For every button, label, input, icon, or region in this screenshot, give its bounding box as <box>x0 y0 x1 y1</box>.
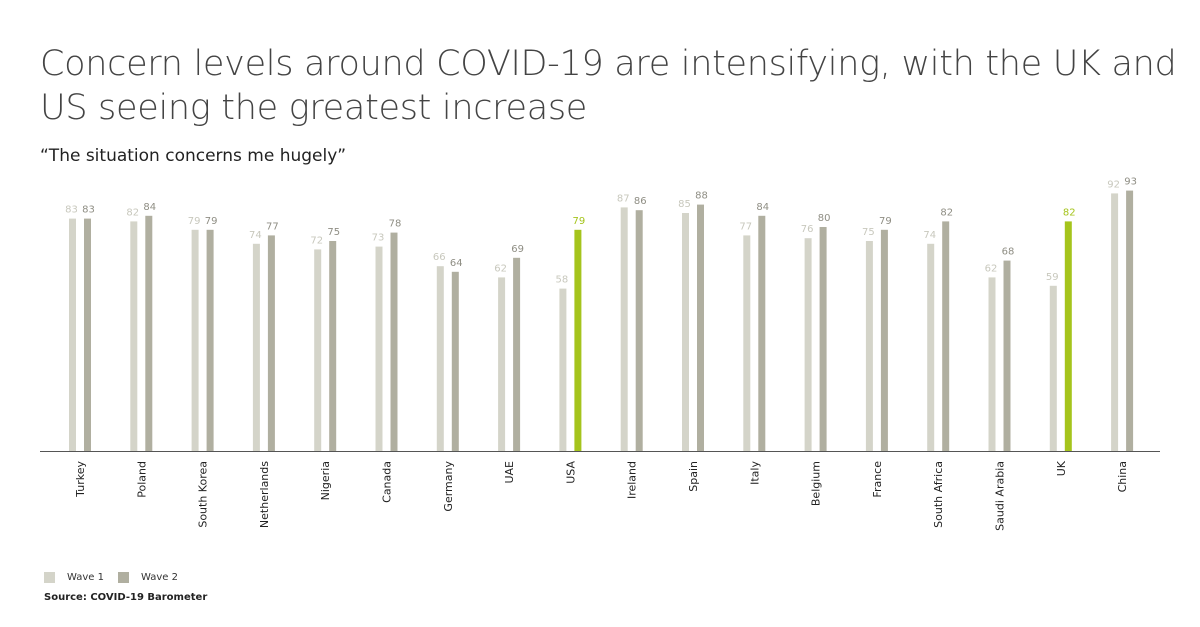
bar-south-korea-wave1 <box>191 229 199 451</box>
source-note: Source: COVID-19 Barometer <box>44 592 208 603</box>
bar-belgium-wave2 <box>819 227 827 451</box>
data-label-nigeria-wave2: 75 <box>327 227 340 238</box>
x-tick-label: Turkey <box>74 461 87 498</box>
x-tick-label: Italy <box>748 461 761 485</box>
x-tick-label: Spain <box>687 461 700 492</box>
data-label-poland-wave1: 82 <box>126 207 139 218</box>
bar-spain-wave1 <box>682 213 689 451</box>
legend-swatch-wave1 <box>44 572 55 583</box>
x-tick-label: USA <box>564 461 577 484</box>
bar-germany-wave1 <box>436 266 444 451</box>
data-label-usa-wave2: 79 <box>573 216 586 227</box>
x-tick-label: Nigeria <box>319 461 332 500</box>
x-tick-label: Ireland <box>626 461 639 499</box>
data-label-germany-wave2: 64 <box>450 258 463 269</box>
data-label-south-korea-wave1: 79 <box>188 216 201 227</box>
data-label-south-africa-wave1: 74 <box>923 230 936 241</box>
bar-uae-wave2 <box>513 257 521 451</box>
x-tick-label: Poland <box>135 461 148 498</box>
bar-germany-wave2 <box>451 271 459 451</box>
data-label-south-korea-wave2: 79 <box>205 216 218 227</box>
bar-saudi-arabia-wave1 <box>988 277 996 451</box>
data-label-uk-wave1: 59 <box>1046 272 1059 283</box>
data-label-france-wave2: 79 <box>879 216 892 227</box>
legend-label-wave2: Wave 2 <box>141 572 178 583</box>
x-tick-label: South Korea <box>197 461 210 528</box>
data-label-china-wave1: 92 <box>1107 179 1120 190</box>
data-label-turkey-wave1: 83 <box>65 205 78 216</box>
data-label-france-wave1: 75 <box>862 227 875 238</box>
data-label-spain-wave1: 85 <box>678 199 691 210</box>
data-label-uk-wave2: 82 <box>1063 207 1076 218</box>
data-label-china-wave2: 93 <box>1124 177 1137 188</box>
bar-canada-wave2 <box>390 232 398 451</box>
data-label-belgium-wave1: 76 <box>801 224 814 235</box>
data-label-usa-wave1: 58 <box>556 275 569 286</box>
x-tick-label: Canada <box>381 461 394 503</box>
bar-poland-wave2 <box>145 215 153 451</box>
bar-italy-wave1 <box>743 235 751 451</box>
legend-swatch-wave2 <box>118 572 129 583</box>
x-tick-label: China <box>1116 461 1129 492</box>
bar-belgium-wave1 <box>804 238 812 451</box>
data-label-netherlands-wave1: 74 <box>249 230 262 241</box>
data-label-saudi-arabia-wave1: 62 <box>985 263 998 274</box>
data-label-germany-wave1: 66 <box>433 252 446 263</box>
bar-usa-wave2 <box>574 229 582 451</box>
bar-spain-wave2 <box>697 204 704 451</box>
bar-poland-wave1 <box>130 221 138 451</box>
bar-china-wave2 <box>1126 190 1134 451</box>
bar-china-wave1 <box>1111 193 1119 451</box>
bar-canada-wave1 <box>375 246 383 451</box>
data-label-uae-wave2: 69 <box>511 244 524 255</box>
bar-south-korea-wave2 <box>206 229 214 451</box>
data-label-saudi-arabia-wave2: 68 <box>1002 247 1015 258</box>
bar-italy-wave2 <box>758 215 766 451</box>
bar-nigeria-wave2 <box>329 241 337 451</box>
bar-ireland-wave2 <box>635 210 643 451</box>
data-label-south-africa-wave2: 82 <box>940 207 953 218</box>
data-label-ireland-wave2: 86 <box>634 196 647 207</box>
bar-turkey-wave2 <box>84 218 91 451</box>
bar-south-africa-wave2 <box>942 221 950 451</box>
chart-subtitle: “The situation concerns me hugely” <box>40 146 347 166</box>
x-tick-label: South Africa <box>932 461 945 528</box>
bar-uk-wave1 <box>1049 285 1057 451</box>
data-label-canada-wave1: 73 <box>372 233 385 244</box>
x-tick-label: Netherlands <box>258 461 271 528</box>
data-label-italy-wave2: 84 <box>756 202 769 213</box>
bar-uae-wave1 <box>498 277 506 451</box>
bar-uk-wave2 <box>1064 221 1072 451</box>
bar-usa-wave1 <box>559 288 567 451</box>
data-label-ireland-wave1: 87 <box>617 193 630 204</box>
data-label-belgium-wave2: 80 <box>818 213 831 224</box>
bar-france-wave1 <box>865 241 873 451</box>
data-label-poland-wave2: 84 <box>143 202 156 213</box>
data-label-netherlands-wave2: 77 <box>266 221 279 232</box>
legend: Wave 1 Wave 2 <box>44 572 192 583</box>
bar-saudi-arabia-wave2 <box>1003 260 1011 451</box>
data-label-uae-wave1: 62 <box>494 263 507 274</box>
bar-nigeria-wave1 <box>314 249 322 451</box>
x-tick-label: France <box>871 461 884 498</box>
bar-chart: 83 83 Turkey 82 84 Poland 79 79 South Korea 74 77 N… <box>40 177 1160 531</box>
x-tick-label: UK <box>1055 460 1068 476</box>
bar-netherlands-wave2 <box>267 235 275 451</box>
bar-ireland-wave1 <box>620 207 628 451</box>
data-label-nigeria-wave1: 72 <box>310 235 323 246</box>
bar-france-wave2 <box>880 229 888 451</box>
legend-label-wave1: Wave 1 <box>67 572 104 583</box>
data-label-turkey-wave2: 83 <box>82 205 95 216</box>
bar-netherlands-wave1 <box>252 243 260 451</box>
x-tick-label: Saudi Arabia <box>994 461 1007 531</box>
x-tick-label: Belgium <box>810 461 823 506</box>
bar-south-africa-wave1 <box>927 243 935 451</box>
data-label-canada-wave2: 78 <box>389 219 402 230</box>
x-tick-label: UAE <box>503 461 516 484</box>
bar-turkey-wave1 <box>69 218 76 451</box>
chart-title: Concern levels around COVID-19 are inten… <box>40 44 1177 128</box>
data-label-spain-wave2: 88 <box>695 191 708 202</box>
data-label-italy-wave1: 77 <box>739 221 752 232</box>
x-tick-label: Germany <box>442 461 455 512</box>
